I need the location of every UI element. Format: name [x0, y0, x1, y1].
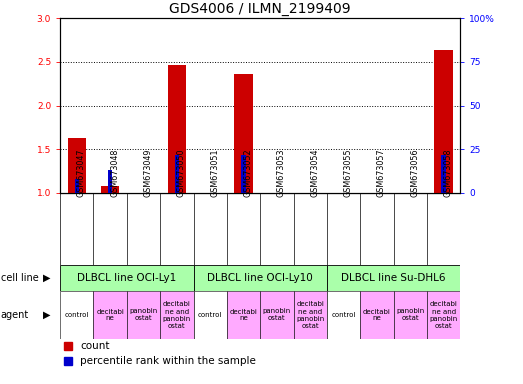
Bar: [160, 291, 194, 339]
Bar: [194, 291, 227, 339]
Bar: [234, 74, 253, 193]
Text: decitabi
ne and
panobin
ostat: decitabi ne and panobin ostat: [296, 301, 324, 328]
Bar: [441, 154, 446, 193]
Bar: [168, 65, 186, 193]
Bar: [327, 265, 460, 291]
Bar: [94, 291, 127, 339]
Bar: [227, 291, 260, 339]
Text: GSM673055: GSM673055: [344, 148, 353, 197]
Bar: [175, 154, 179, 193]
Bar: [127, 291, 160, 339]
Text: ▶: ▶: [43, 273, 51, 283]
Bar: [108, 170, 112, 193]
Text: panobin
ostat: panobin ostat: [129, 308, 157, 321]
Text: GSM673053: GSM673053: [277, 148, 286, 197]
Text: DLBCL line OCI-Ly10: DLBCL line OCI-Ly10: [207, 273, 313, 283]
Text: GSM673047: GSM673047: [77, 148, 86, 197]
Bar: [260, 291, 293, 339]
Text: GSM673056: GSM673056: [410, 148, 419, 197]
Bar: [360, 291, 393, 339]
Text: DLBCL line Su-DHL6: DLBCL line Su-DHL6: [342, 273, 446, 283]
Bar: [427, 291, 460, 339]
Bar: [241, 154, 246, 193]
Text: percentile rank within the sample: percentile rank within the sample: [80, 356, 256, 366]
Text: DLBCL line OCI-Ly1: DLBCL line OCI-Ly1: [77, 273, 176, 283]
Text: panobin
ostat: panobin ostat: [263, 308, 291, 321]
Bar: [67, 138, 86, 193]
Bar: [101, 186, 119, 193]
Text: GSM673054: GSM673054: [310, 148, 319, 197]
Text: agent: agent: [1, 310, 29, 320]
Text: count: count: [80, 341, 110, 351]
Bar: [60, 291, 94, 339]
Text: GSM673051: GSM673051: [210, 148, 219, 197]
Text: decitabi
ne and
panobin
ostat: decitabi ne and panobin ostat: [163, 301, 191, 328]
Bar: [327, 291, 360, 339]
Text: panobin
ostat: panobin ostat: [396, 308, 424, 321]
Bar: [60, 265, 194, 291]
Text: decitabi
ne: decitabi ne: [363, 308, 391, 321]
Text: GSM673050: GSM673050: [177, 148, 186, 197]
Text: control: control: [65, 312, 89, 318]
Text: control: control: [332, 312, 356, 318]
Bar: [194, 265, 327, 291]
Text: GSM673049: GSM673049: [143, 148, 153, 197]
Text: GSM673058: GSM673058: [444, 148, 452, 197]
Text: ▶: ▶: [43, 310, 51, 320]
Text: control: control: [198, 312, 222, 318]
Bar: [435, 50, 453, 193]
Text: decitabi
ne: decitabi ne: [96, 308, 124, 321]
Text: decitabi
ne and
panobin
ostat: decitabi ne and panobin ostat: [429, 301, 458, 328]
Title: GDS4006 / ILMN_2199409: GDS4006 / ILMN_2199409: [169, 2, 351, 16]
Text: GSM673052: GSM673052: [244, 148, 253, 197]
Bar: [293, 291, 327, 339]
Bar: [394, 291, 427, 339]
Text: cell line: cell line: [1, 273, 38, 283]
Text: GSM673048: GSM673048: [110, 148, 119, 197]
Text: GSM673057: GSM673057: [377, 148, 386, 197]
Text: decitabi
ne: decitabi ne: [230, 308, 257, 321]
Bar: [75, 179, 79, 193]
